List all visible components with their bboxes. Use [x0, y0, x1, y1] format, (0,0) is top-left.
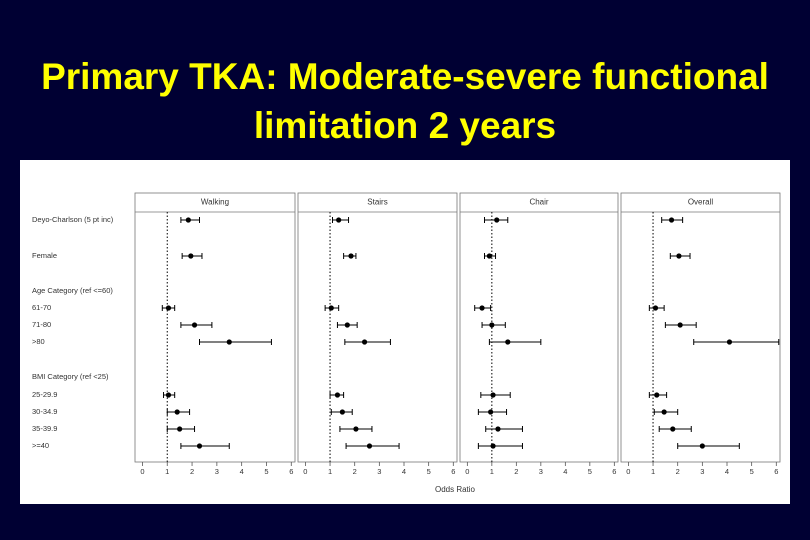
point-estimate [185, 217, 191, 223]
point-estimate [505, 339, 511, 345]
x-tick-label: 5 [427, 467, 431, 476]
panel-title: Walking [201, 198, 229, 207]
point-estimate [479, 305, 485, 311]
x-tick-label: 5 [588, 467, 592, 476]
x-axis-label: Odds Ratio [435, 485, 476, 494]
point-estimate [334, 392, 341, 398]
point-estimate [344, 322, 350, 328]
point-estimate [668, 217, 675, 223]
point-estimate [661, 409, 667, 415]
point-estimate [699, 443, 705, 449]
x-tick-label: 6 [451, 467, 455, 476]
x-tick-label: 5 [750, 467, 754, 476]
point-estimate [339, 409, 345, 415]
x-tick-label: 4 [725, 467, 729, 476]
row-label: Age Category (ref <=60) [32, 286, 113, 295]
panel-title: Chair [529, 198, 548, 207]
point-estimate [495, 426, 501, 432]
point-estimate [489, 322, 495, 328]
point-estimate [353, 426, 359, 432]
row-label: 30-34.9 [32, 407, 57, 416]
x-tick-label: 1 [490, 467, 494, 476]
row-label: Deyo-Charlson (5 pt inc) [32, 215, 114, 224]
slide-title: Primary TKA: Moderate-severe functional … [41, 56, 769, 146]
row-label: 71-80 [32, 320, 51, 329]
x-tick-label: 4 [240, 467, 244, 476]
x-tick-label: 0 [140, 467, 144, 476]
x-tick-label: 3 [215, 467, 219, 476]
panel-frame [459, 192, 619, 463]
row-label: 61-70 [32, 303, 51, 312]
panel-frame [297, 192, 458, 463]
point-estimate [486, 253, 492, 259]
x-tick-label: 6 [612, 467, 616, 476]
row-label: Female [32, 251, 57, 260]
point-estimate [196, 443, 203, 449]
x-tick-label: 6 [774, 467, 778, 476]
point-estimate [652, 305, 659, 311]
point-estimate [726, 339, 733, 345]
row-label: 35-39.9 [32, 424, 57, 433]
x-tick-label: 5 [264, 467, 268, 476]
x-tick-label: 6 [289, 467, 293, 476]
row-label: >80 [32, 337, 45, 346]
point-estimate [654, 392, 660, 398]
x-tick-label: 1 [328, 467, 332, 476]
x-tick-label: 0 [626, 467, 630, 476]
x-tick-label: 0 [465, 467, 469, 476]
point-estimate [670, 426, 676, 432]
x-tick-label: 4 [563, 467, 567, 476]
x-tick-label: 2 [514, 467, 518, 476]
x-tick-label: 3 [377, 467, 381, 476]
panel-frame [134, 192, 296, 463]
panel-frame [620, 192, 781, 463]
x-tick-label: 0 [303, 467, 307, 476]
point-estimate [490, 443, 496, 449]
point-estimate [366, 443, 373, 449]
x-tick-label: 2 [353, 467, 357, 476]
point-estimate [490, 392, 496, 398]
x-tick-label: 1 [651, 467, 655, 476]
point-estimate [165, 305, 172, 311]
point-estimate [328, 305, 334, 311]
row-label: >=40 [32, 441, 49, 450]
point-estimate [336, 217, 342, 223]
point-estimate [188, 253, 194, 259]
x-tick-label: 4 [402, 467, 406, 476]
point-estimate [348, 253, 354, 259]
point-estimate [488, 409, 494, 415]
x-tick-label: 1 [165, 467, 169, 476]
point-estimate [165, 392, 172, 398]
panel-title: Stairs [367, 198, 387, 207]
point-estimate [174, 409, 180, 415]
x-tick-label: 3 [539, 467, 543, 476]
x-tick-label: 3 [700, 467, 704, 476]
row-label: BMI Category (ref <25) [32, 372, 109, 381]
point-estimate [191, 322, 198, 328]
point-estimate [494, 217, 500, 223]
point-estimate [226, 339, 232, 345]
point-estimate [177, 426, 183, 432]
point-estimate [676, 253, 682, 259]
point-estimate [677, 322, 683, 328]
x-tick-label: 2 [190, 467, 194, 476]
x-tick-label: 2 [676, 467, 680, 476]
point-estimate [361, 339, 368, 345]
panel-title: Overall [688, 198, 714, 207]
row-label: 25-29.9 [32, 390, 57, 399]
